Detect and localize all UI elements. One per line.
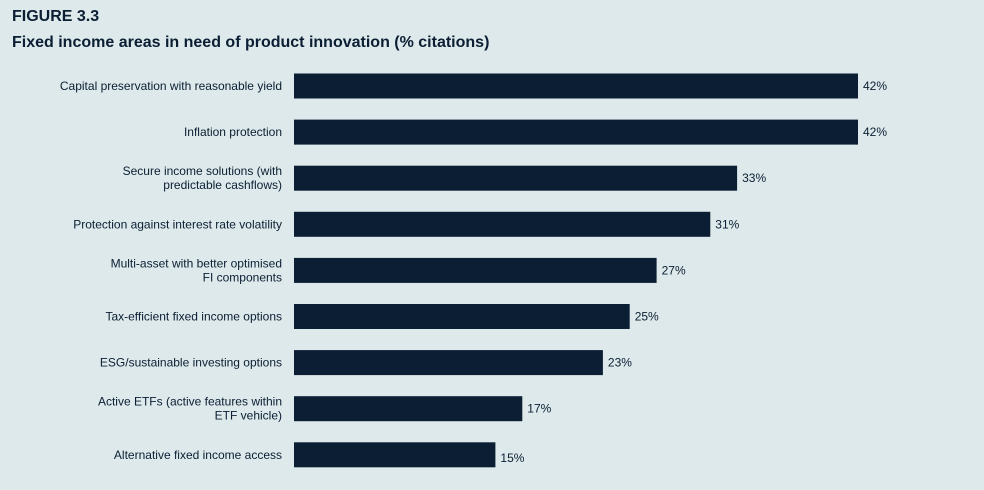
bar-1 xyxy=(294,74,858,99)
category-label-line: Secure income solutions (with xyxy=(123,164,282,178)
category-label-8: Active ETFs (active features within ETF v… xyxy=(98,395,282,423)
category-label-5: Multi-asset with better optimised FI comp… xyxy=(111,256,282,284)
bar-3 xyxy=(294,166,737,191)
value-label-5: 27% xyxy=(662,263,686,277)
category-label-7: ESG/sustainable investing options xyxy=(100,356,282,370)
category-label-line: FI components xyxy=(203,270,282,284)
category-label-9: Alternative fixed income access xyxy=(114,448,282,462)
bar-9 xyxy=(294,442,495,467)
category-label-line: Capital preservation with reasonable yie… xyxy=(60,79,282,93)
bar-4 xyxy=(294,212,710,237)
category-label-6: Tax-efficient fixed income options xyxy=(105,310,282,324)
value-label-8: 17% xyxy=(527,402,551,416)
bar-8 xyxy=(294,396,522,421)
category-label-line: Protection against interest rate volatil… xyxy=(73,217,282,231)
category-label-line: Alternative fixed income access xyxy=(114,448,282,462)
value-label-7: 23% xyxy=(608,356,632,370)
value-label-1: 42% xyxy=(863,79,887,93)
value-label-6: 25% xyxy=(635,310,659,324)
value-label-4: 31% xyxy=(715,217,739,231)
category-label-line: ESG/sustainable investing options xyxy=(100,356,282,370)
value-label-2: 42% xyxy=(863,125,887,139)
value-label-9: 15% xyxy=(500,451,524,465)
bar-2 xyxy=(294,120,858,145)
bar-5 xyxy=(294,258,657,283)
category-label-3: Secure income solutions (with predictable… xyxy=(123,164,282,192)
value-label-3: 33% xyxy=(742,171,766,185)
bar-chart: 42% Capital preservation with reasonable … xyxy=(0,0,984,490)
bar-7 xyxy=(294,350,603,375)
category-label-line: Inflation protection xyxy=(184,125,282,139)
category-label-line: predictable cashflows) xyxy=(163,178,282,192)
category-label-2: Inflation protection xyxy=(184,125,282,139)
category-label-line: Multi-asset with better optimised xyxy=(111,256,282,270)
category-label-line: Active ETFs (active features within xyxy=(98,395,282,409)
category-label-4: Protection against interest rate volatil… xyxy=(73,217,282,231)
bar-6 xyxy=(294,304,630,329)
category-label-1: Capital preservation with reasonable yie… xyxy=(60,79,282,93)
category-label-line: ETF vehicle) xyxy=(215,409,282,423)
category-label-line: Tax-efficient fixed income options xyxy=(105,310,282,324)
